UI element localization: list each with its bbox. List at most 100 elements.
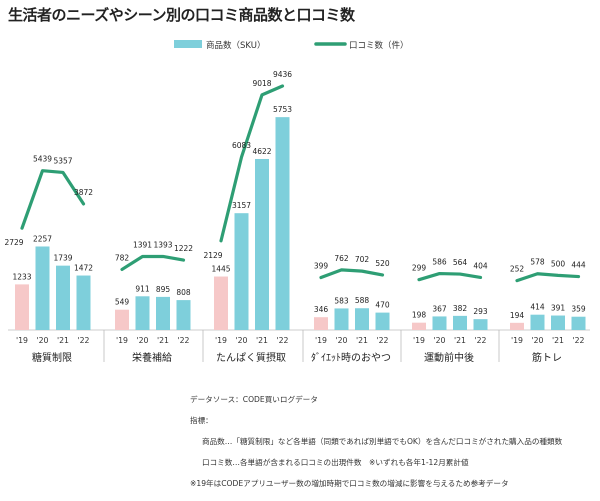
bar-label-diet-snack-3: 470 xyxy=(375,301,390,310)
bar-label-nutrition-3: 808 xyxy=(176,288,191,297)
bar-label-nutrition-0: 549 xyxy=(115,298,130,307)
review-label-diet-snack-2: 702 xyxy=(355,255,370,264)
year-tick-carb-restriction-2: '21 xyxy=(57,336,69,345)
note-review-definition: 口コミ数…各単語が含まれる口コミの出現件数 ※いずれも各年1-12月累計値 xyxy=(202,458,469,468)
review-label-workout-3: 444 xyxy=(571,261,586,270)
review-label-nutrition-2: 1393 xyxy=(153,240,172,249)
year-tick-carb-restriction-3: '22 xyxy=(77,336,89,345)
bar-label-workout-0: 194 xyxy=(510,311,525,320)
year-tick-workout-1: '20 xyxy=(531,336,543,345)
bar-diet-snack-3 xyxy=(375,312,390,330)
bar-label-workout-2: 391 xyxy=(551,304,566,313)
group-label-diet-snack: ﾀﾞｲｴｯﾄ時のおやつ xyxy=(311,352,391,364)
review-label-workout-1: 578 xyxy=(530,258,545,267)
page-title: 生活者のニーズやシーン別の口コミ商品数と口コミ数 xyxy=(8,6,355,24)
year-tick-carb-restriction-1: '20 xyxy=(36,336,48,345)
year-tick-diet-snack-2: '21 xyxy=(356,336,368,345)
legend-label-reviews: 口コミ数（件） xyxy=(349,40,409,51)
year-tick-protein-0: '19 xyxy=(215,336,227,345)
year-tick-nutrition-0: '19 xyxy=(116,336,128,345)
review-label-nutrition-3: 1222 xyxy=(174,244,193,253)
year-tick-protein-2: '21 xyxy=(256,336,268,345)
review-line-nutrition xyxy=(120,254,186,272)
bar-carb-restriction-1 xyxy=(35,246,50,330)
bar-workout-0 xyxy=(510,322,524,330)
review-label-nutrition-1: 1391 xyxy=(133,241,152,250)
review-label-carb-restriction-2: 5357 xyxy=(53,156,72,165)
review-label-diet-snack-3: 520 xyxy=(375,259,390,268)
year-tick-protein-3: '22 xyxy=(276,336,288,345)
bar-label-protein-0: 1445 xyxy=(211,265,230,274)
bar-label-nutrition-2: 895 xyxy=(156,285,171,294)
bar-nutrition-0 xyxy=(115,309,129,330)
review-line-protein xyxy=(219,84,285,243)
bar-carb-restriction-0 xyxy=(15,284,29,330)
review-label-protein-2: 9018 xyxy=(252,79,271,88)
bar-label-carb-restriction-3: 1472 xyxy=(74,264,93,273)
review-line-workout xyxy=(515,272,581,283)
review-label-workout-0: 252 xyxy=(510,265,525,274)
review-label-protein-1: 6083 xyxy=(232,141,251,150)
review-label-carb-restriction-1: 5439 xyxy=(33,155,52,164)
bar-workout-1 xyxy=(530,314,545,330)
year-tick-protein-1: '20 xyxy=(235,336,247,345)
bar-protein-3 xyxy=(275,117,290,330)
bar-label-workout-1: 414 xyxy=(530,303,545,312)
bar-label-carb-restriction-0: 1233 xyxy=(12,272,31,281)
bar-label-diet-snack-2: 588 xyxy=(355,296,370,305)
bar-protein-0 xyxy=(214,276,228,330)
notes: データソース：CODE買いログデータ 指標： 商品数…「糖質制限」など各単語（同… xyxy=(190,384,562,501)
review-line-diet-snack xyxy=(319,268,385,280)
year-tick-diet-snack-1: '20 xyxy=(335,336,347,345)
year-tick-exercise-3: '22 xyxy=(474,336,486,345)
bar-label-exercise-0: 198 xyxy=(412,311,427,320)
year-tick-nutrition-3: '22 xyxy=(177,336,189,345)
review-label-exercise-2: 564 xyxy=(453,258,468,267)
bar-label-protein-2: 4622 xyxy=(252,147,271,156)
year-tick-workout-2: '21 xyxy=(552,336,564,345)
bar-label-exercise-3: 293 xyxy=(473,307,488,316)
bar-diet-snack-1 xyxy=(334,308,349,330)
bar-label-workout-3: 359 xyxy=(571,305,586,314)
bar-label-carb-restriction-2: 1739 xyxy=(53,254,72,263)
bar-diet-snack-0 xyxy=(314,317,328,330)
indicator-heading: 指標： xyxy=(190,415,213,425)
review-label-carb-restriction-0: 2729 xyxy=(4,238,23,247)
source-note: データソース：CODE買いログデータ xyxy=(190,394,318,404)
year-tick-nutrition-1: '20 xyxy=(136,336,148,345)
group-label-protein: たんぱく質摂取 xyxy=(216,351,286,364)
note-sku-definition: 商品数…「糖質制限」など各単語（同類であれば別単語でもOK）を含んだ口コミがされ… xyxy=(202,436,563,446)
bar-nutrition-3 xyxy=(176,300,191,330)
review-label-diet-snack-0: 399 xyxy=(314,262,329,271)
bar-protein-1 xyxy=(234,213,249,330)
group-label-nutrition: 栄養補給 xyxy=(132,351,172,364)
legend-swatch-sku xyxy=(174,40,202,48)
bar-exercise-0 xyxy=(412,322,426,330)
bar-label-carb-restriction-1: 2257 xyxy=(33,234,52,243)
bar-label-diet-snack-0: 346 xyxy=(314,305,329,314)
review-label-exercise-3: 404 xyxy=(473,261,488,270)
bar-label-exercise-2: 382 xyxy=(453,304,468,313)
year-tick-diet-snack-0: '19 xyxy=(315,336,327,345)
legend-label-sku: 商品数（SKU） xyxy=(206,40,265,51)
review-label-carb-restriction-3: 3872 xyxy=(74,188,93,197)
year-tick-workout-3: '22 xyxy=(572,336,584,345)
bar-label-protein-1: 3157 xyxy=(232,201,251,210)
group-label-carb-restriction: 糖質制限 xyxy=(32,351,72,364)
bar-label-nutrition-1: 911 xyxy=(135,284,150,293)
bar-protein-2 xyxy=(255,158,269,330)
bar-nutrition-1 xyxy=(135,296,150,330)
review-line-exercise xyxy=(417,271,483,282)
year-tick-carb-restriction-0: '19 xyxy=(16,336,28,345)
review-label-exercise-1: 586 xyxy=(432,258,447,267)
bar-exercise-3 xyxy=(473,319,488,330)
bar-exercise-2 xyxy=(453,315,467,330)
review-label-workout-2: 500 xyxy=(551,259,566,268)
review-label-nutrition-0: 782 xyxy=(115,253,130,262)
review-label-exercise-0: 299 xyxy=(412,264,427,273)
year-tick-exercise-0: '19 xyxy=(413,336,425,345)
year-tick-exercise-1: '20 xyxy=(433,336,445,345)
review-line-carb-restriction xyxy=(20,169,86,230)
bar-workout-2 xyxy=(551,315,565,330)
bar-diet-snack-2 xyxy=(355,308,369,330)
